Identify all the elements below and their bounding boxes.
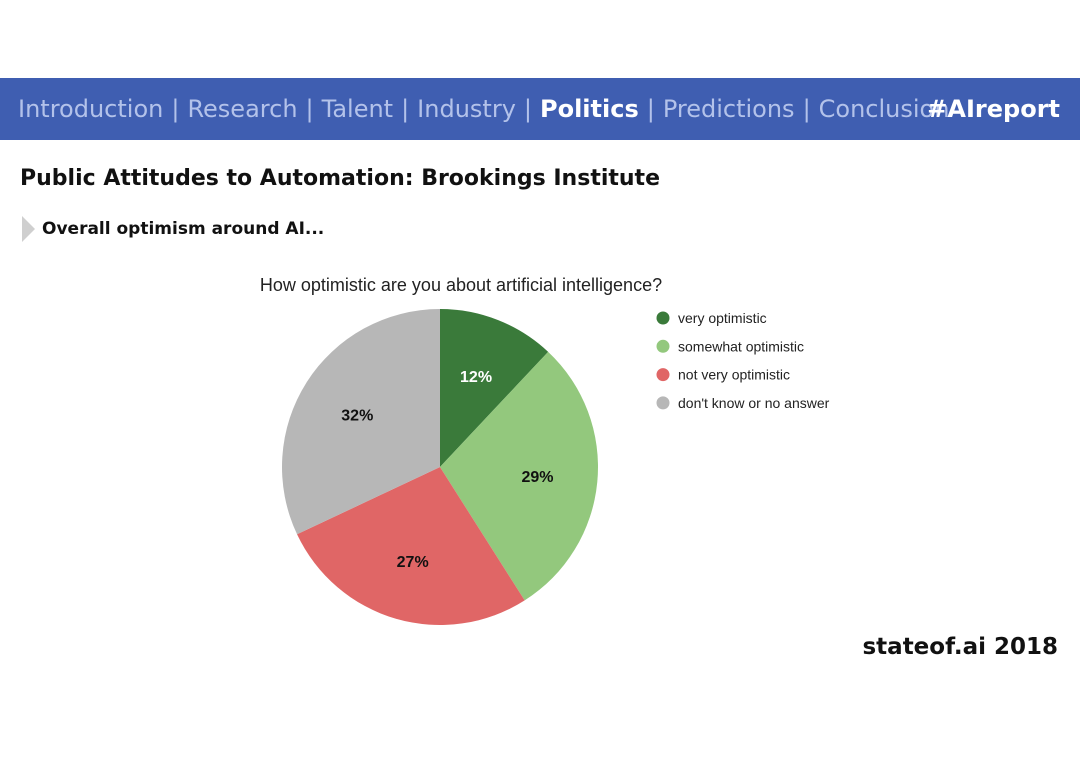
- triangle-marker-icon: [22, 216, 35, 242]
- page-title: Public Attitudes to Automation: Brooking…: [20, 166, 660, 191]
- section-nav: Introduction | Research | Talent | Industry | Po…: [18, 78, 949, 140]
- pie-slice-don-t-know-or-no-answer: [281, 309, 440, 535]
- nav-item-conclusion[interactable]: Conclusion: [818, 95, 950, 123]
- nav-separator: |: [646, 95, 655, 123]
- legend-swatch: [656, 311, 670, 325]
- legend-swatch: [656, 368, 670, 382]
- nav-item-introduction[interactable]: Introduction: [18, 95, 164, 123]
- legend-label: don't know or no answer: [678, 395, 830, 411]
- legend-swatch: [656, 396, 670, 410]
- legend-label: very optimistic: [678, 310, 767, 326]
- slice-value-label: 27%: [397, 554, 429, 571]
- slice-value-label: 29%: [522, 469, 554, 486]
- section-nav-bar: Introduction | Research | Talent | Industry | Po…: [0, 78, 1080, 140]
- pie-slice-somewhat-optimistic: [440, 351, 598, 601]
- legend-swatch: [656, 339, 670, 353]
- nav-item-talent[interactable]: Talent: [321, 95, 394, 123]
- nav-separator: |: [523, 95, 532, 123]
- nav-separator: |: [305, 95, 314, 123]
- nav-item-research[interactable]: Research: [187, 95, 298, 123]
- chart-title: How optimistic are you about artificial …: [260, 275, 662, 295]
- nav-separator: |: [401, 95, 410, 123]
- nav-item-predictions[interactable]: Predictions: [662, 95, 795, 123]
- pie-slice-very-optimistic: [440, 309, 549, 467]
- subtitle: Overall optimism around AI...: [42, 219, 325, 239]
- footer-brand: stateof.ai 2018: [862, 634, 1058, 660]
- legend-label: somewhat optimistic: [678, 338, 804, 354]
- subtitle-row: Overall optimism around AI...: [22, 216, 324, 242]
- slice-value-label: 12%: [460, 369, 492, 386]
- nav-separator: |: [171, 95, 180, 123]
- nav-item-politics[interactable]: Politics: [539, 95, 639, 123]
- hashtag-label: #AIreport: [927, 95, 1060, 123]
- nav-separator: |: [802, 95, 811, 123]
- pie-slice-not-very-optimistic: [297, 467, 525, 625]
- slice-value-label: 32%: [341, 408, 373, 425]
- nav-item-industry[interactable]: Industry: [417, 95, 516, 123]
- legend-label: not very optimistic: [678, 367, 790, 383]
